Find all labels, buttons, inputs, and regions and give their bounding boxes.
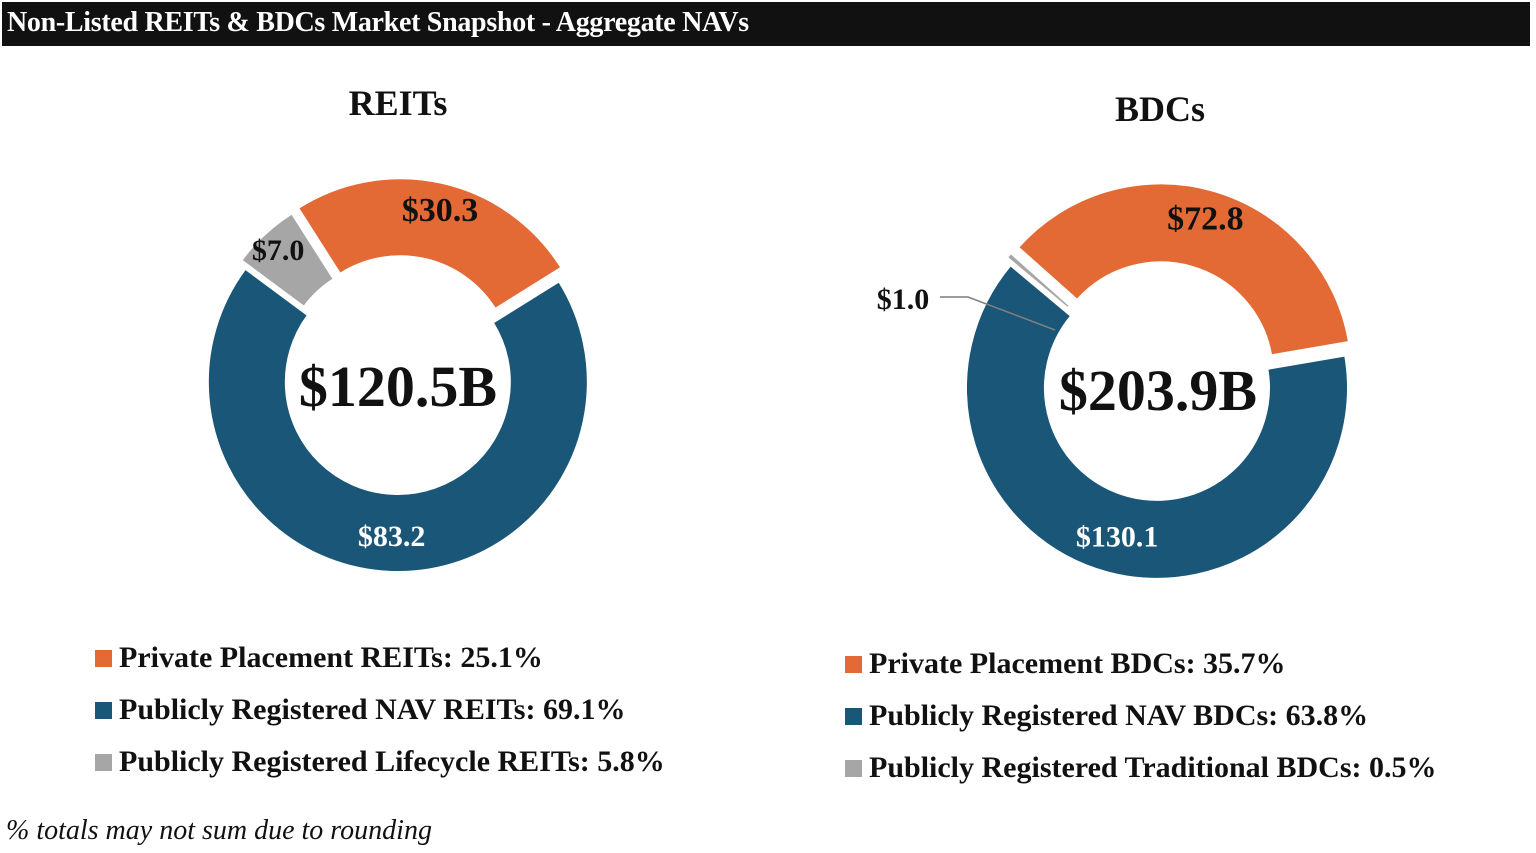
reits-chart-title: REITs [348, 83, 448, 123]
slice-value-label: $7.0 [252, 234, 305, 267]
donut-slice [1016, 182, 1351, 357]
slice-value-label: $72.8 [1167, 201, 1244, 238]
slice-value-label: $1.0 [877, 283, 930, 316]
legend-swatch [95, 754, 112, 771]
slice-value-label: $30.3 [402, 192, 479, 229]
donut-slice [964, 263, 1349, 580]
legend-label: Publicly Registered NAV REITs: 69.1% [119, 693, 626, 726]
legend-label: Publicly Registered Traditional BDCs: 0.… [869, 751, 1437, 784]
legend-swatch [845, 656, 862, 673]
donut-slice [296, 177, 563, 311]
slice-value-label: $130.1 [1076, 521, 1159, 554]
donut-center-total: $120.5B [299, 354, 497, 419]
legend-swatch [95, 650, 112, 667]
legend-swatch [845, 708, 862, 725]
legend-label: Publicly Registered NAV BDCs: 63.8% [869, 699, 1369, 732]
legend-swatch [95, 702, 112, 719]
header-bar: Non-Listed REITs & BDCs Market Snapshot … [2, 2, 1530, 46]
legend-label: Private Placement BDCs: 35.7% [869, 647, 1286, 680]
footnote: % totals may not sum due to rounding [6, 815, 432, 846]
slice-value-label: $83.2 [358, 520, 426, 553]
donut-slice [206, 267, 589, 573]
page-title: Non-Listed REITs & BDCs Market Snapshot … [7, 7, 749, 38]
bdcs-donut: $72.8 $130.1 $1.0 $203.9B [877, 182, 1351, 580]
donut-slice [239, 211, 336, 309]
legend-swatch [845, 760, 862, 777]
leader-line [940, 296, 1056, 331]
bdcs-chart-title: BDCs [1114, 89, 1206, 129]
donut-slice [1005, 251, 1072, 310]
donut-center-total: $203.9B [1059, 358, 1257, 423]
legend-label: Publicly Registered Lifecycle REITs: 5.8… [119, 745, 665, 778]
legend-label: Private Placement REITs: 25.1% [119, 641, 543, 674]
reits-donut: $30.3 $83.2 $7.0 $120.5B [206, 177, 589, 573]
